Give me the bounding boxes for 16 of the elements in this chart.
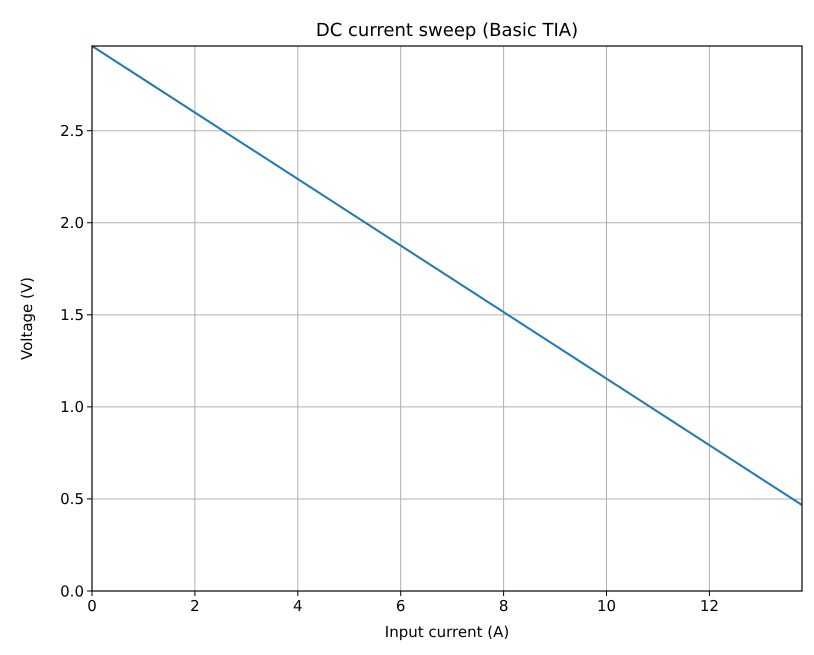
y-tick-label: 1.0	[60, 398, 84, 416]
y-tick-label: 0.5	[60, 490, 84, 508]
y-tick-label: 2.0	[60, 214, 84, 232]
x-tick-label: 0	[87, 597, 97, 615]
chart-title: DC current sweep (Basic TIA)	[316, 20, 578, 41]
x-tick-label: 2	[190, 597, 200, 615]
x-tick-label: 4	[293, 597, 303, 615]
x-tick-label: 10	[596, 597, 616, 615]
y-tick-label: 1.5	[60, 306, 84, 324]
y-axis-title: Voltage (V)	[18, 277, 36, 360]
x-axis-title: Input current (A)	[384, 623, 510, 641]
x-tick-label: 12	[700, 597, 719, 615]
y-tick-label: 0.0	[60, 582, 84, 600]
x-tick-label: 8	[498, 597, 508, 615]
y-tick-label: 2.5	[60, 122, 84, 140]
x-tick-label: 6	[396, 597, 406, 615]
